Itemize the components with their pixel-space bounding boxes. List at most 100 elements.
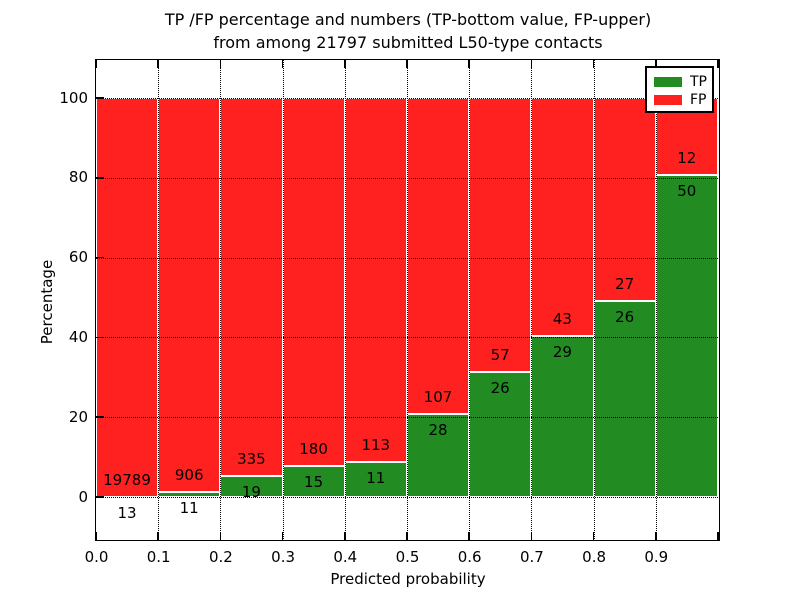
x-tick-mark-bottom <box>530 532 533 540</box>
bar-tp-segment <box>282 466 345 497</box>
fp-count-label: 180 <box>299 440 328 459</box>
fp-count-label: 335 <box>237 449 266 468</box>
x-tick-mark-top <box>281 60 284 68</box>
x-tick-label: 0.8 <box>582 548 607 566</box>
plot-area: 19789 13 906 11 335 19 180 15 113 11 107 28 57 26 43 29… <box>95 59 720 541</box>
y-tick-mark-left <box>96 416 104 418</box>
y-tick-mark-left <box>96 496 104 498</box>
x-tick-mark-top <box>655 60 657 68</box>
x-tick-label: 0.1 <box>146 548 171 566</box>
gridline-vertical <box>469 60 471 539</box>
gridline-vertical <box>344 60 346 539</box>
x-tick-label: 0.2 <box>208 548 233 566</box>
legend-box: TP FP <box>645 66 714 113</box>
y-tick-mark-left <box>96 336 104 339</box>
gridline-horizontal <box>96 417 718 419</box>
y-axis-label: Percentage <box>38 259 56 345</box>
x-tick-mark-bottom <box>344 532 346 540</box>
x-tick-mark-bottom <box>655 532 657 540</box>
legend-row: TP <box>654 73 712 91</box>
tp-count-label: 11 <box>366 468 386 487</box>
bar-fp-segment <box>96 98 159 497</box>
gridline-horizontal <box>96 257 718 259</box>
bar-fp-segment <box>531 98 594 337</box>
x-tick-mark-top <box>717 60 719 68</box>
x-tick-mark-top <box>592 60 595 68</box>
tp-count-label: 26 <box>490 379 510 397</box>
bar-fp-segment <box>158 98 221 493</box>
y-tick-mark-left <box>96 177 104 179</box>
bar-tp-segment <box>655 175 718 497</box>
x-tick-mark-bottom <box>157 532 159 540</box>
legend-swatch-tp <box>654 77 682 87</box>
gridline-vertical <box>655 60 657 539</box>
y-tick-mark-left <box>96 97 104 99</box>
x-tick-label: 0.3 <box>271 548 296 566</box>
tp-count-label: 28 <box>428 421 448 440</box>
fp-count-label: 57 <box>490 346 510 364</box>
x-tick-mark-bottom <box>468 532 470 540</box>
tp-count-label: 26 <box>615 308 635 327</box>
gridline-horizontal <box>96 497 718 498</box>
x-tick-label: 0.0 <box>84 548 109 566</box>
fp-count-label: 113 <box>361 435 391 454</box>
bar-fp-segment <box>469 98 532 372</box>
x-tick-mark-top <box>219 60 222 68</box>
bar-fp-segment <box>593 98 656 302</box>
chart-title-line1: TP /FP percentage and numbers (TP-bottom… <box>164 10 652 29</box>
gridline-vertical <box>220 60 222 539</box>
gridline-vertical <box>282 60 284 539</box>
tp-count-label: 15 <box>304 473 324 492</box>
bar-tp-segment <box>593 301 656 497</box>
x-tick-mark-top <box>344 60 346 68</box>
x-tick-mark-top <box>95 60 97 68</box>
gridline-vertical <box>593 60 595 539</box>
legend-label-fp: FP <box>690 92 707 108</box>
x-tick-mark-top <box>406 60 408 68</box>
x-tick-label: 0.5 <box>395 548 420 566</box>
fp-count-label: 27 <box>615 275 635 294</box>
tp-count-label: 50 <box>677 182 697 201</box>
x-tick-label: 0.9 <box>644 548 669 566</box>
fp-count-label: 906 <box>174 466 204 485</box>
x-tick-mark-bottom <box>406 532 408 540</box>
fp-count-label: 107 <box>423 388 453 407</box>
bar-tp-segment <box>344 461 407 497</box>
chart-title-line2: from among 21797 submitted L50-type cont… <box>213 33 603 52</box>
y-tick-label: 0 <box>78 487 88 506</box>
y-tick-mark-left <box>96 256 104 259</box>
x-tick-mark-top <box>468 60 470 68</box>
tp-count-label: 19 <box>241 482 261 501</box>
y-tick-label: 20 <box>68 407 88 426</box>
x-tick-mark-top <box>157 60 159 68</box>
x-tick-mark-bottom <box>592 532 595 540</box>
bar-fp-segment <box>282 98 345 467</box>
tp-count-label: 13 <box>117 503 137 522</box>
x-tick-mark-bottom <box>95 532 97 540</box>
legend-swatch-fp <box>654 95 682 105</box>
x-axis-label: Predicted probability <box>330 570 486 588</box>
tp-count-label: 11 <box>179 499 199 518</box>
y-tick-label: 80 <box>68 168 88 187</box>
legend-row: FP <box>654 91 712 109</box>
y-tick-label: 60 <box>68 248 88 267</box>
tp-count-label: 29 <box>552 343 572 362</box>
gridline-horizontal <box>96 337 718 339</box>
y-tick-label: 40 <box>68 327 88 346</box>
x-tick-mark-bottom <box>219 532 222 540</box>
gridline-vertical <box>158 60 160 539</box>
fp-count-label: 12 <box>677 149 697 168</box>
fp-count-label: 43 <box>552 310 572 329</box>
x-tick-label: 0.7 <box>519 548 544 566</box>
gridline-vertical <box>407 60 408 539</box>
x-tick-mark-bottom <box>717 532 719 540</box>
gridline-horizontal <box>96 98 718 99</box>
legend-label-tp: TP <box>690 74 707 90</box>
fp-count-label: 19789 <box>103 470 151 489</box>
x-tick-label: 0.6 <box>457 548 482 566</box>
bar-fp-segment <box>344 98 407 462</box>
gridline-horizontal <box>96 177 718 179</box>
x-tick-mark-bottom <box>281 532 284 540</box>
bar-fp-segment <box>220 98 283 476</box>
